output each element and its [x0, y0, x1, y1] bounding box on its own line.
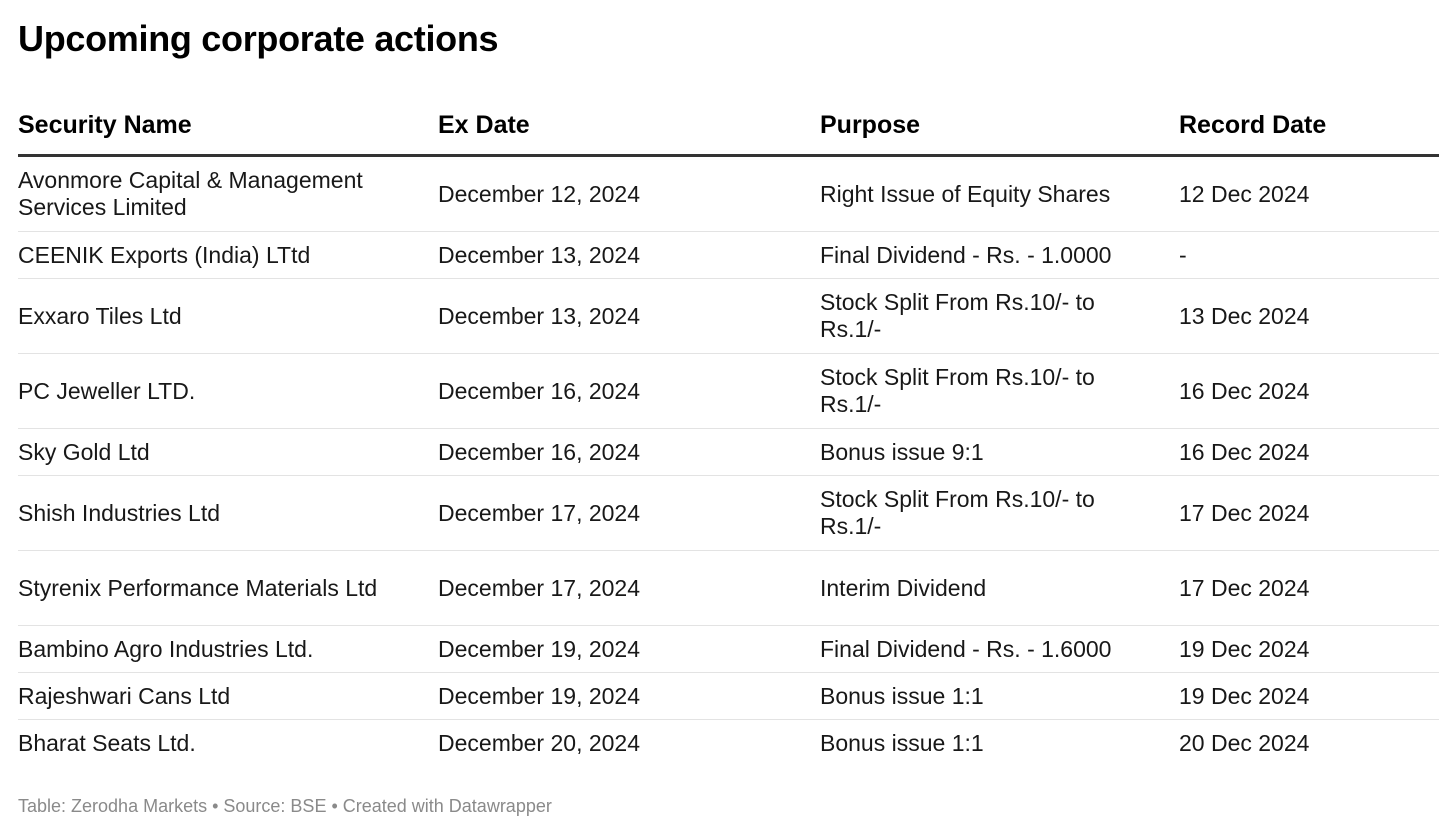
- source-footer: Table: Zerodha Markets • Source: BSE • C…: [18, 796, 552, 816]
- table-row: Avonmore Capital & Management Services L…: [18, 155, 1439, 232]
- ex-date-cell: December 16, 2024: [438, 353, 820, 429]
- ex-date-cell: December 19, 2024: [438, 625, 820, 673]
- table-row: Styrenix Performance Materials Ltd Decem…: [18, 550, 1439, 626]
- purpose-cell: Stock Split From Rs.10/- to Rs.1/-: [820, 353, 1179, 429]
- table-row: Bambino Agro Industries Ltd. December 19…: [18, 625, 1439, 673]
- purpose-cell: Final Dividend - Rs. - 1.0000: [820, 231, 1179, 279]
- record-date-cell: 17 Dec 2024: [1179, 475, 1439, 551]
- column-header-security-name: Security Name: [18, 104, 438, 157]
- record-date-cell: 20 Dec 2024: [1179, 729, 1310, 756]
- purpose-cell: Right Issue of Equity Shares: [820, 155, 1179, 232]
- security-name-cell: Rajeshwari Cans Ltd: [18, 672, 438, 720]
- column-header-ex-date: Ex Date: [438, 104, 820, 157]
- ex-date-cell: December 13, 2024: [438, 231, 820, 279]
- record-date-cell: 16 Dec 2024: [1179, 428, 1439, 476]
- record-date-cell: 12 Dec 2024: [1179, 155, 1439, 232]
- purpose-cell: Bonus issue 9:1: [820, 428, 1179, 476]
- ex-date-cell: December 19, 2024: [438, 672, 820, 720]
- security-name-cell: Shish Industries Ltd: [18, 475, 438, 551]
- record-date-cell: 13 Dec 2024: [1179, 278, 1439, 354]
- ex-date-cell: December 20, 2024: [438, 729, 641, 756]
- purpose-cell: Bonus issue 1:1: [820, 729, 984, 756]
- purpose-cell: Stock Split From Rs.10/- to Rs.1/-: [820, 278, 1179, 354]
- record-date-cell: -: [1179, 231, 1439, 279]
- table-container: Upcoming corporate actions Security Name…: [18, 0, 1439, 756]
- table-row: Rajeshwari Cans Ltd December 19, 2024 Bo…: [18, 672, 1439, 720]
- table-row: Sky Gold Ltd December 16, 2024 Bonus iss…: [18, 428, 1439, 476]
- security-name-cell: Bharat Seats Ltd.: [18, 729, 196, 756]
- purpose-cell: Interim Dividend: [820, 550, 1179, 626]
- table-header-row: Security Name Ex Date Purpose Record Dat…: [18, 104, 1439, 157]
- column-header-record-date: Record Date: [1179, 104, 1439, 157]
- security-name-cell: PC Jeweller LTD.: [18, 353, 438, 429]
- record-date-cell: 19 Dec 2024: [1179, 672, 1439, 720]
- table-row: Exxaro Tiles Ltd December 13, 2024 Stock…: [18, 278, 1439, 354]
- security-name-cell: Styrenix Performance Materials Ltd: [18, 550, 438, 626]
- ex-date-cell: December 12, 2024: [438, 155, 820, 232]
- table-row: CEENIK Exports (India) LTtd December 13,…: [18, 231, 1439, 279]
- table-row: Bharat Seats Ltd. December 20, 2024 Bonu…: [18, 720, 1439, 767]
- table-row: Shish Industries Ltd December 17, 2024 S…: [18, 475, 1439, 551]
- ex-date-cell: December 17, 2024: [438, 475, 820, 551]
- security-name-cell: Bambino Agro Industries Ltd.: [18, 625, 438, 673]
- security-name-cell: Sky Gold Ltd: [18, 428, 438, 476]
- purpose-cell: Bonus issue 1:1: [820, 672, 1179, 720]
- ex-date-cell: December 17, 2024: [438, 550, 820, 626]
- corporate-actions-table: Security Name Ex Date Purpose Record Dat…: [18, 104, 1439, 766]
- table-row: PC Jeweller LTD. December 16, 2024 Stock…: [18, 353, 1439, 429]
- purpose-cell: Stock Split From Rs.10/- to Rs.1/-: [820, 475, 1179, 551]
- record-date-cell: 19 Dec 2024: [1179, 625, 1439, 673]
- ex-date-cell: December 16, 2024: [438, 428, 820, 476]
- record-date-cell: 16 Dec 2024: [1179, 353, 1439, 429]
- page-title: Upcoming corporate actions: [18, 18, 499, 59]
- column-header-purpose: Purpose: [820, 104, 1179, 157]
- security-name-cell: Exxaro Tiles Ltd: [18, 278, 438, 354]
- purpose-cell: Final Dividend - Rs. - 1.6000: [820, 625, 1179, 673]
- security-name-cell: Avonmore Capital & Management Services L…: [18, 155, 438, 232]
- ex-date-cell: December 13, 2024: [438, 278, 820, 354]
- record-date-cell: 17 Dec 2024: [1179, 550, 1439, 626]
- security-name-cell: CEENIK Exports (India) LTtd: [18, 231, 438, 279]
